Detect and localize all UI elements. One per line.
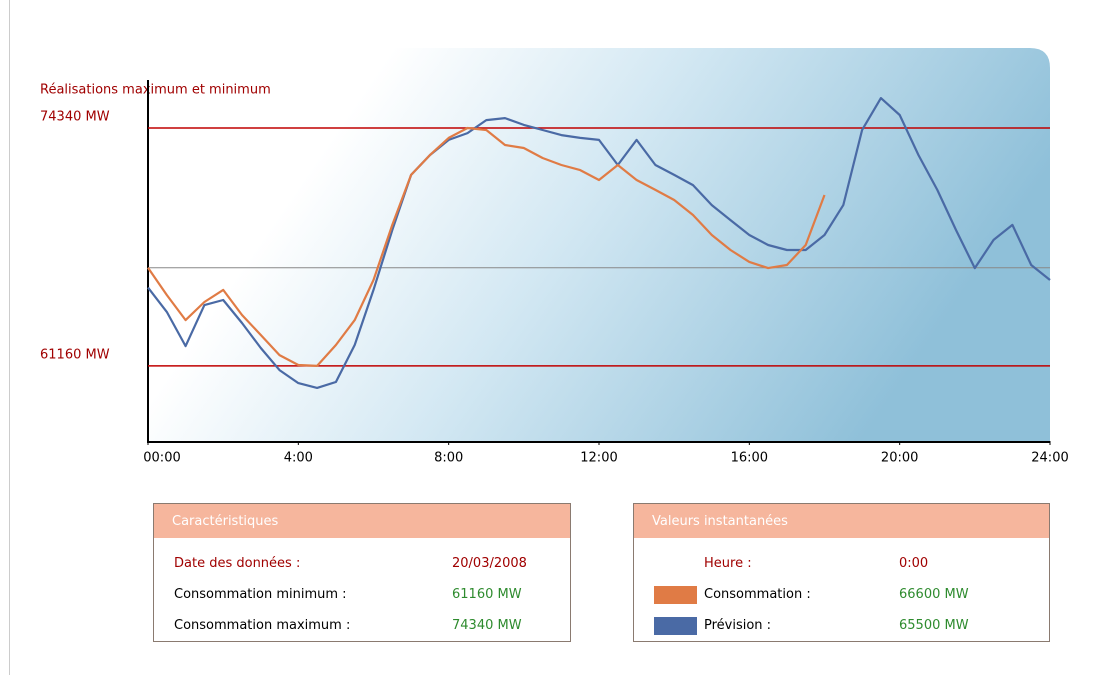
panel-header: Caractéristiques: [154, 504, 570, 538]
panel-header: Valeurs instantanées: [634, 504, 1049, 538]
value: 74340 MW: [452, 618, 522, 633]
plot-background: [148, 48, 1050, 441]
chart-title: Réalisations maximum et minimum: [40, 83, 271, 98]
series-line: [147, 126, 826, 367]
legend-label: Prévision :: [704, 618, 772, 633]
value: 66600 MW: [899, 587, 969, 602]
series-line: [147, 97, 1051, 389]
y-tick-label: 74340 MW: [40, 110, 110, 125]
x-tick-label: 8:00: [434, 451, 463, 466]
x-tick-label: 4:00: [284, 451, 313, 466]
value: 65500 MW: [899, 618, 969, 633]
value: 61160 MW: [452, 587, 522, 602]
legend-label: Consommation :: [704, 587, 811, 602]
label: Consommation minimum :: [174, 587, 347, 602]
x-tick-label: 00:00: [143, 451, 180, 466]
x-tick-label: 16:00: [731, 451, 768, 466]
x-tick-label: 20:00: [881, 451, 918, 466]
left-border: [9, 0, 10, 675]
label: Date des données :: [174, 556, 301, 571]
x-tick-label: 24:00: [1031, 451, 1068, 466]
legend-swatch: [654, 586, 697, 604]
label: Consommation maximum :: [174, 618, 351, 633]
value: 20/03/2008: [452, 556, 527, 571]
label: Heure :: [704, 556, 752, 571]
chart: Réalisations maximum et minimum 61160 MW…: [40, 48, 1069, 466]
y-tick-label: 61160 MW: [40, 347, 110, 362]
x-tick-label: 12:00: [580, 451, 617, 466]
characteristics-panel: Caractéristiques Date des données : 20/0…: [153, 503, 571, 642]
instant-panel: Valeurs instantanées Heure : 0:00 Consom…: [633, 503, 1050, 642]
value: 0:00: [899, 556, 929, 571]
legend-swatch: [654, 617, 697, 635]
